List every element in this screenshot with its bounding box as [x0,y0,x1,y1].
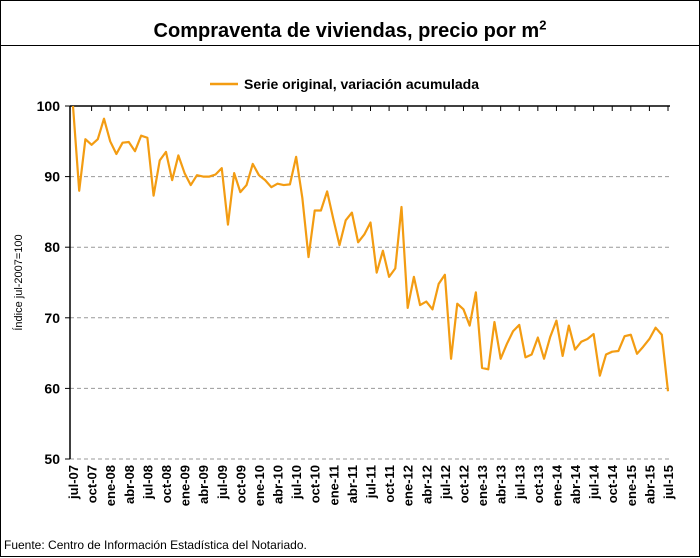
x-tick-label: oct-12 [456,465,471,503]
y-tick-label: 50 [44,451,60,467]
x-tick-label: ene-13 [475,465,490,506]
x-tick-label: jul-11 [364,465,379,499]
x-tick-label: abr-12 [419,465,434,504]
x-tick-label: abr-13 [494,465,509,504]
series-line [71,105,670,392]
x-tick-label: jul-14 [587,464,602,500]
x-tick-label: ene-12 [401,465,416,506]
y-tick-label: 90 [44,169,60,185]
x-tick-label: jul-09 [215,465,230,500]
x-tick-label: oct-08 [159,465,174,503]
x-tick-label: abr-11 [345,465,360,503]
x-tick-label: jul-15 [661,465,676,500]
x-tick-label: jul-10 [289,465,304,500]
x-tick-label: jul-07 [66,465,81,500]
x-tick-label: ene-09 [178,465,193,506]
x-tick-label: oct-11 [382,465,397,503]
chart-title-text: Compraventa de viviendas, precio por m [153,19,540,42]
x-tick-label: jul-08 [140,465,155,500]
chart-title-superscript: 2 [539,17,547,32]
y-tick-label: 60 [44,380,60,396]
x-tick-label: jul-13 [512,465,527,500]
x-tick-label: oct-10 [308,465,323,503]
x-tick-label: abr-14 [568,464,583,504]
chart-title: Compraventa de viviendas, precio por m2 [153,17,547,42]
legend-label: Serie original, variación acumulada [244,76,479,92]
x-tick-label: abr-09 [196,465,211,504]
x-tick-label: ene-11 [326,465,341,505]
source-note: Fuente: Centro de Información Estadístic… [4,538,307,552]
x-tick-label: abr-10 [271,465,286,504]
x-tick-label: ene-14 [549,464,564,506]
x-tick-label: oct-13 [531,465,546,503]
x-tick-label: abr-15 [642,465,657,504]
x-tick-label: ene-10 [252,465,267,506]
x-tick-label: ene-15 [624,465,639,506]
y-tick-label: 100 [37,98,61,114]
y-tick-label: 70 [44,310,60,326]
title-box: Compraventa de viviendas, precio por m2 [0,0,700,46]
x-tick-label: oct-07 [85,465,100,503]
x-tick-label: abr-08 [122,465,137,504]
y-axis-label: Índice jul-2007=100 [12,234,25,330]
x-tick-label: ene-08 [103,465,118,506]
y-tick-label: 80 [44,239,60,255]
x-tick-label: oct-14 [605,464,620,503]
x-tick-label: jul-12 [438,465,453,500]
x-tick-label: oct-09 [233,465,248,503]
